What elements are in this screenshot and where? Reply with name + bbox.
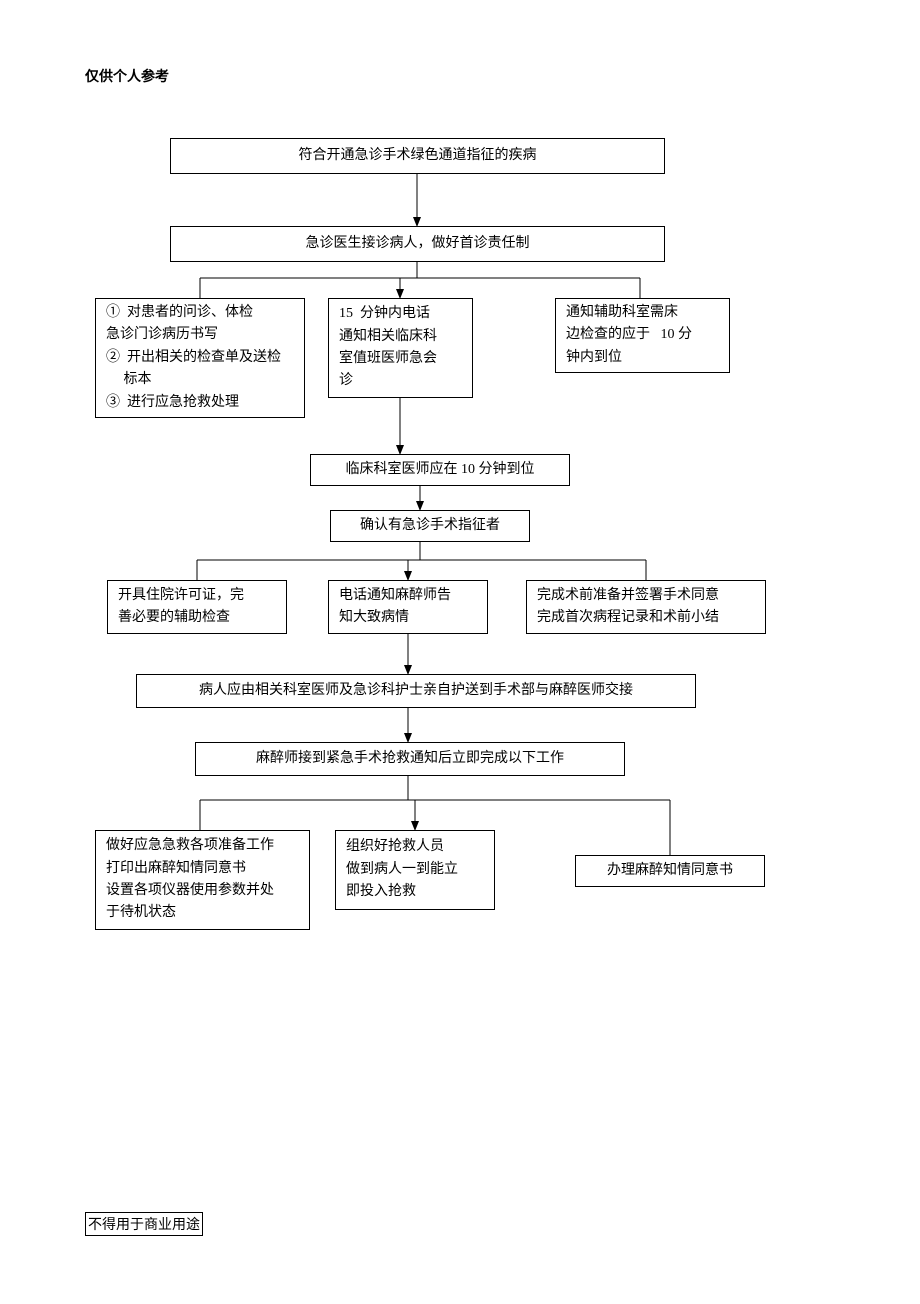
- node-notify-aux: 通知辅助科室需床 边检查的应于 10 分 钟内到位: [555, 298, 730, 373]
- node-text: 办理麻醉知情同意书: [586, 860, 754, 882]
- node-text: 病人应由相关科室医师及急诊科护士亲自护送到手术部与麻醉医师交接: [147, 680, 685, 702]
- node-call-clinical: 15 分钟内电话 通知相关临床科 室值班医师急会 诊: [328, 298, 473, 398]
- node-text: 符合开通急诊手术绿色通道指征的疾病: [181, 145, 654, 167]
- node-text: 15 分钟内电话 通知相关临床科 室值班医师急会 诊: [339, 303, 462, 393]
- node-text: 麻醉师接到紧急手术抢救通知后立即完成以下工作: [206, 748, 614, 770]
- node-arrive-10min: 临床科室医师应在 10 分钟到位: [310, 454, 570, 486]
- node-start: 符合开通急诊手术绿色通道指征的疾病: [170, 138, 665, 174]
- page-footer: 不得用于商业用途: [85, 1212, 203, 1236]
- node-text: 做好应急急救各项准备工作 打印出麻醉知情同意书 设置各项仪器使用参数并处 于待机…: [106, 835, 299, 925]
- connector-layer: [0, 0, 920, 1304]
- node-emergency-prep: 做好应急急救各项准备工作 打印出麻醉知情同意书 设置各项仪器使用参数并处 于待机…: [95, 830, 310, 930]
- node-text: 完成术前准备并签署手术同意 完成首次病程记录和术前小结: [537, 585, 755, 630]
- node-text: ① 对患者的问诊、体检 急诊门诊病历书写 ② 开出相关的检查单及送检 标本 ③ …: [106, 302, 294, 414]
- node-organize-rescue: 组织好抢救人员 做到病人一到能立 即投入抢救: [335, 830, 495, 910]
- node-text: 开具住院许可证，完 善必要的辅助检查: [118, 585, 276, 630]
- node-text: 急诊医生接诊病人，做好首诊责任制: [181, 233, 654, 255]
- node-preop-consent: 完成术前准备并签署手术同意 完成首次病程记录和术前小结: [526, 580, 766, 634]
- node-admission-permit: 开具住院许可证，完 善必要的辅助检查: [107, 580, 287, 634]
- node-text: 通知辅助科室需床 边检查的应于 10 分 钟内到位: [566, 302, 719, 369]
- node-text: 确认有急诊手术指征者: [341, 515, 519, 537]
- node-anesthesia-tasks: 麻醉师接到紧急手术抢救通知后立即完成以下工作: [195, 742, 625, 776]
- node-call-anesthesia: 电话通知麻醉师告 知大致病情: [328, 580, 488, 634]
- node-text: 临床科室医师应在 10 分钟到位: [321, 459, 559, 481]
- node-confirm-indication: 确认有急诊手术指征者: [330, 510, 530, 542]
- node-escort-patient: 病人应由相关科室医师及急诊科护士亲自护送到手术部与麻醉医师交接: [136, 674, 696, 708]
- node-text: 组织好抢救人员 做到病人一到能立 即投入抢救: [346, 836, 484, 903]
- page-header: 仅供个人参考: [85, 66, 169, 86]
- node-anesthesia-consent: 办理麻醉知情同意书: [575, 855, 765, 887]
- node-patient-exam: ① 对患者的问诊、体检 急诊门诊病历书写 ② 开出相关的检查单及送检 标本 ③ …: [95, 298, 305, 418]
- node-receive-patient: 急诊医生接诊病人，做好首诊责任制: [170, 226, 665, 262]
- node-text: 电话通知麻醉师告 知大致病情: [339, 585, 477, 630]
